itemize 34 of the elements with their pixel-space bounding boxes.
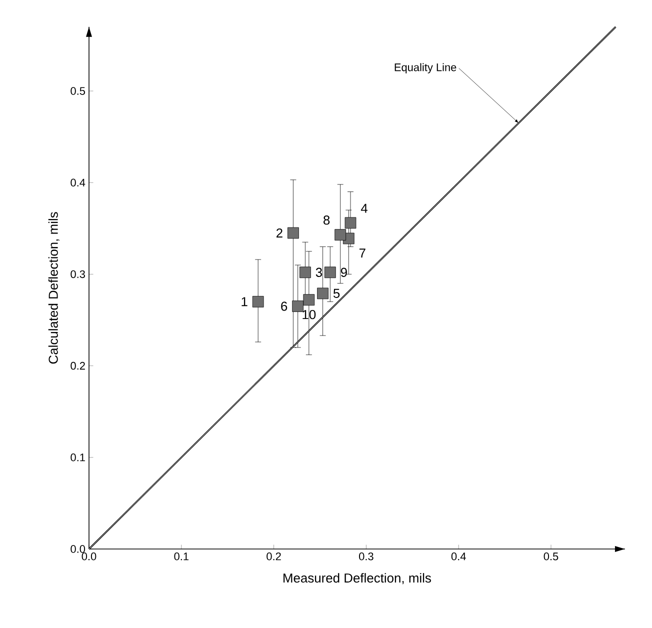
y-tick-label: 0.0 [70, 545, 86, 553]
y-tick-label: 0.5 [70, 87, 86, 95]
point [324, 266, 336, 278]
annotation: 4 [360, 204, 368, 213]
point [252, 296, 264, 308]
x-axis-title: Measured Deflection, mils [284, 573, 431, 584]
annotation: 8 [324, 215, 330, 225]
point [317, 288, 328, 300]
point [288, 227, 299, 239]
x-tick-label: 0.3 [359, 552, 374, 560]
x-tick-label: 0.5 [544, 552, 558, 560]
point [344, 217, 356, 229]
point [303, 294, 315, 306]
x-tick-label: 0.4 [451, 552, 466, 560]
annotation: 10 [302, 310, 316, 320]
y-tick-label: 0.4 [70, 178, 86, 186]
annotation: Equality Line [394, 63, 456, 74]
x-tick-label: 0.0 [82, 552, 96, 560]
annotation: 1 [242, 297, 248, 306]
y-axis-title: Calculated Deflection, mils [48, 212, 60, 364]
annotation: 5 [333, 288, 340, 298]
annotation: 9 [340, 268, 347, 277]
x-tick-label: 0.2 [266, 552, 281, 560]
point [300, 266, 311, 278]
y-tick-label: 0.3 [70, 270, 85, 278]
point [292, 300, 304, 312]
x-tick-label: 0.1 [174, 552, 188, 560]
annotation: 2 [276, 228, 282, 238]
annotation: 7 [359, 248, 366, 258]
point [334, 229, 346, 240]
y-tick-label: 0.1 [70, 454, 85, 462]
annotation: 3 [316, 268, 322, 277]
y-tick-label: 0.2 [70, 362, 85, 370]
annotation: 6 [281, 302, 288, 311]
